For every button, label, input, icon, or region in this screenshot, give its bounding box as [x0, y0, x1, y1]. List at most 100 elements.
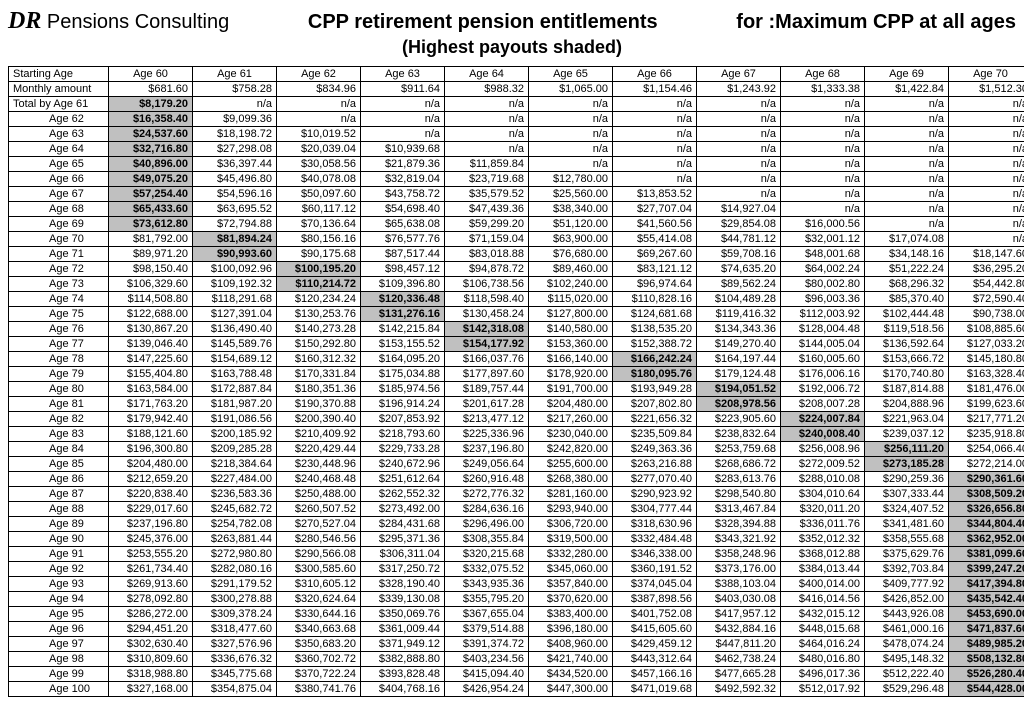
data-cell: $392,703.84 [865, 562, 949, 577]
data-cell: $508,132.80 [949, 652, 1024, 667]
data-cell: $136,490.40 [193, 322, 277, 337]
row-label: Age 94 [9, 592, 109, 607]
data-cell: $308,509.20 [949, 487, 1024, 502]
data-cell: $399,247.20 [949, 562, 1024, 577]
data-cell: $354,875.04 [193, 682, 277, 697]
data-cell: $118,598.40 [445, 292, 529, 307]
data-cell: $76,577.76 [361, 232, 445, 247]
data-cell: $250,488.00 [277, 487, 361, 502]
data-cell: n/a [613, 157, 697, 172]
data-cell: $209,285.28 [193, 442, 277, 457]
entitlements-table: Starting AgeAge 60Age 61Age 62Age 63Age … [8, 66, 1024, 697]
data-cell: $298,540.80 [697, 487, 781, 502]
data-cell: $242,820.00 [529, 442, 613, 457]
data-cell: $284,636.16 [445, 502, 529, 517]
data-cell: $255,600.00 [529, 457, 613, 472]
data-cell: $281,160.00 [529, 487, 613, 502]
data-cell: n/a [865, 172, 949, 187]
monthly-cell: $1,333.38 [781, 82, 865, 97]
data-cell: $268,686.72 [697, 457, 781, 472]
row-label: Age 88 [9, 502, 109, 517]
data-cell: $477,665.28 [697, 667, 781, 682]
data-cell: $179,124.48 [697, 367, 781, 382]
column-header: Age 60 [109, 67, 193, 82]
data-cell: $65,638.08 [361, 217, 445, 232]
data-cell: $180,095.76 [613, 367, 697, 382]
row-label: Age 92 [9, 562, 109, 577]
data-cell: $43,758.72 [361, 187, 445, 202]
table-row: Age 70$81,792.00$81,894.24$80,156.16$76,… [9, 232, 1024, 247]
data-cell: $98,457.12 [361, 262, 445, 277]
data-cell: $403,030.08 [697, 592, 781, 607]
data-cell: n/a [529, 97, 613, 112]
data-cell: n/a [865, 112, 949, 127]
column-header: Age 66 [613, 67, 697, 82]
column-header: Age 68 [781, 67, 865, 82]
data-cell: $90,993.60 [193, 247, 277, 262]
data-cell: $544,428.00 [949, 682, 1024, 697]
table-row: Age 94$278,092.80$300,278.88$320,624.64$… [9, 592, 1024, 607]
data-cell: $210,409.92 [277, 427, 361, 442]
data-cell: $8,179.20 [109, 97, 193, 112]
data-cell: $432,015.12 [781, 607, 865, 622]
data-cell: $191,700.00 [529, 382, 613, 397]
data-cell: $306,720.00 [529, 517, 613, 532]
data-cell: $217,260.00 [529, 412, 613, 427]
data-cell: $343,321.92 [697, 532, 781, 547]
data-cell: $71,159.04 [445, 232, 529, 247]
row-label: Age 78 [9, 352, 109, 367]
data-cell: n/a [361, 97, 445, 112]
data-cell: $253,555.20 [109, 547, 193, 562]
table-row: Age 80$163,584.00$172,887.84$180,351.36$… [9, 382, 1024, 397]
data-cell: $273,492.00 [361, 502, 445, 517]
data-cell: $191,086.56 [193, 412, 277, 427]
data-cell: $370,722.24 [277, 667, 361, 682]
data-cell: $127,033.20 [949, 337, 1024, 352]
data-cell: $235,509.84 [613, 427, 697, 442]
data-cell: $13,853.52 [613, 187, 697, 202]
table-row: Age 71$89,971.20$90,993.60$90,175.68$87,… [9, 247, 1024, 262]
data-cell: $150,292.80 [277, 337, 361, 352]
data-cell: $164,095.20 [361, 352, 445, 367]
brand-name: Pensions Consulting [41, 11, 229, 33]
page-title-for: for :Maximum CPP at all ages [736, 11, 1016, 34]
data-cell: $306,311.04 [361, 547, 445, 562]
data-cell: $254,066.40 [949, 442, 1024, 457]
row-label: Age 85 [9, 457, 109, 472]
data-cell: $115,020.00 [529, 292, 613, 307]
data-cell: $374,045.04 [613, 577, 697, 592]
data-cell: $268,380.00 [529, 472, 613, 487]
data-cell: $64,002.24 [781, 262, 865, 277]
data-cell: $152,388.72 [613, 337, 697, 352]
data-cell: $25,560.00 [529, 187, 613, 202]
data-cell: $83,018.88 [445, 247, 529, 262]
data-cell: $32,716.80 [109, 142, 193, 157]
row-label: Age 97 [9, 637, 109, 652]
data-cell: $373,176.00 [697, 562, 781, 577]
monthly-cell: $1,422.84 [865, 82, 949, 97]
page-subtitle: (Highest payouts shaded) [8, 37, 1016, 58]
data-cell: $204,480.00 [109, 457, 193, 472]
data-cell: $462,738.24 [697, 652, 781, 667]
data-cell: $319,500.00 [529, 532, 613, 547]
data-cell: $145,589.76 [193, 337, 277, 352]
monthly-cell: $758.28 [193, 82, 277, 97]
table-row: Total by Age 61$8,179.20n/an/an/an/an/an… [9, 97, 1024, 112]
data-cell: $409,777.92 [865, 577, 949, 592]
data-cell: $290,259.36 [865, 472, 949, 487]
data-cell: $355,795.20 [445, 592, 529, 607]
data-cell: n/a [865, 142, 949, 157]
data-cell: $36,397.44 [193, 157, 277, 172]
data-cell: $180,351.36 [277, 382, 361, 397]
data-cell: $310,809.60 [109, 652, 193, 667]
data-cell: $54,698.40 [361, 202, 445, 217]
data-cell: n/a [529, 127, 613, 142]
data-cell: $140,580.00 [529, 322, 613, 337]
data-cell: $18,147.60 [949, 247, 1024, 262]
data-cell: $177,897.60 [445, 367, 529, 382]
data-cell: $383,400.00 [529, 607, 613, 622]
data-cell: $85,370.40 [865, 292, 949, 307]
data-cell: $304,010.64 [781, 487, 865, 502]
data-cell: $63,695.52 [193, 202, 277, 217]
monthly-cell: $1,243.92 [697, 82, 781, 97]
